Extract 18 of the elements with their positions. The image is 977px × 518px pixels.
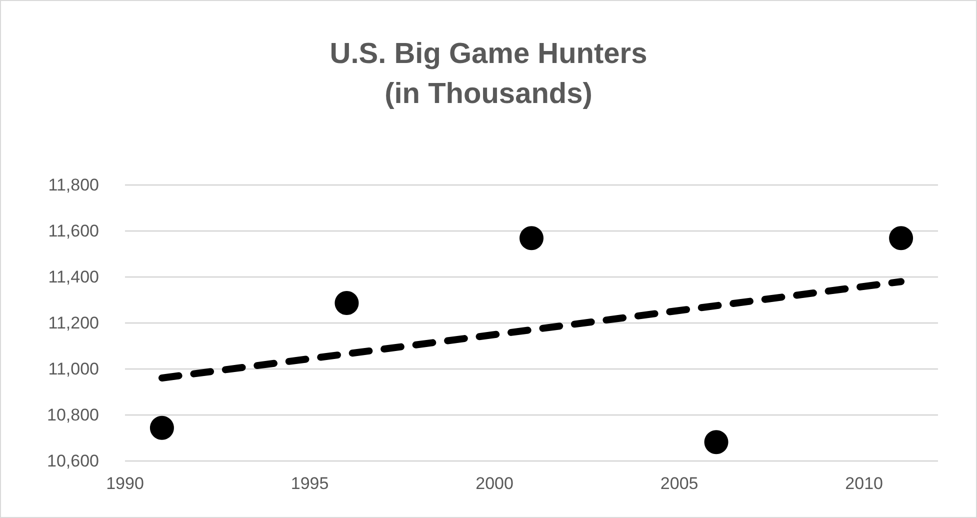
x-tick-label: 2000 (476, 474, 514, 493)
y-tick-label: 11,600 (48, 222, 99, 240)
y-tick-label: 11,400 (48, 268, 99, 286)
point (520, 226, 544, 250)
x-tick-label: 1990 (106, 474, 144, 493)
y-tick-label: 11,800 (48, 176, 99, 194)
y-tick-label: 10,800 (47, 406, 99, 424)
chart-title: U.S. Big Game Hunters (in Thousands) (330, 38, 648, 110)
y-tick-label: 11,000 (48, 360, 99, 378)
point (889, 226, 914, 250)
x-tick-label: 2010 (845, 474, 884, 493)
y-tick-label: 10,600 (47, 452, 99, 470)
point (334, 290, 359, 315)
point (150, 416, 174, 440)
y-tick-label: 11,200 (48, 314, 99, 332)
point (704, 430, 728, 454)
x-tick-label: 1995 (290, 474, 329, 493)
x-tick-label: 2005 (660, 474, 698, 493)
